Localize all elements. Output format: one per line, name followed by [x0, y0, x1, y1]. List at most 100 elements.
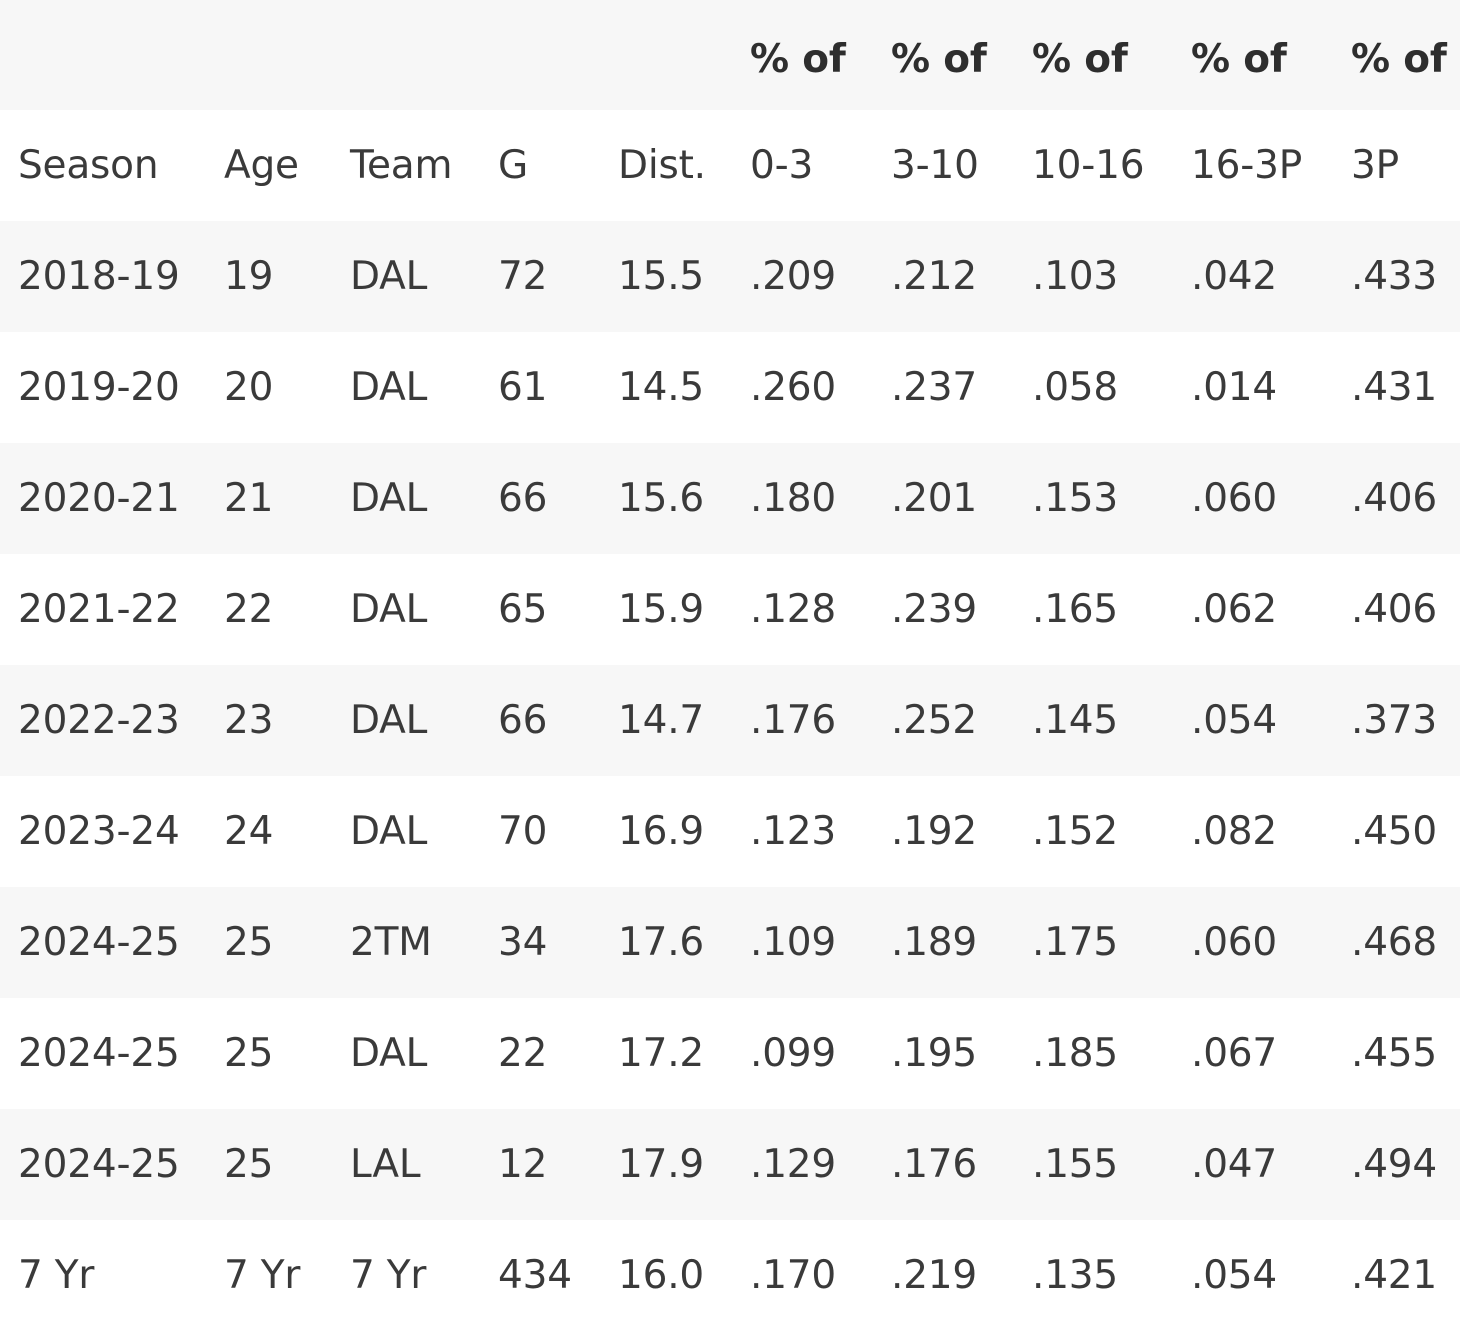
games-cell: 22 — [498, 1031, 548, 1076]
season-cell[interactable]: 2023-24 — [18, 809, 180, 854]
age-cell: 7 Yr — [224, 1253, 301, 1298]
distance-cell: 14.7 — [618, 698, 705, 743]
pct-10-16-cell: .185 — [1032, 1031, 1119, 1076]
pct-10-16-cell: .153 — [1032, 476, 1119, 521]
pct-0-3-cell: .170 — [750, 1253, 837, 1298]
season-cell[interactable]: 2024-25 — [18, 1031, 180, 1076]
column-header-pct-3p[interactable]: 3P — [1351, 143, 1399, 188]
table-row: 2020-21 21 DAL 66 15.6 .180 .201 .153 .060 .406 — [0, 443, 1460, 554]
pct-3p-cell: .406 — [1351, 587, 1438, 632]
team-cell[interactable]: DAL — [350, 1031, 428, 1076]
pct-3p-cell: .373 — [1351, 698, 1438, 743]
age-cell: 21 — [224, 476, 274, 521]
pct-16-3p-cell: .060 — [1191, 476, 1278, 521]
games-cell: 70 — [498, 809, 548, 854]
team-cell[interactable]: DAL — [350, 476, 428, 521]
pct-16-3p-cell: .042 — [1191, 254, 1278, 299]
pct-16-3p-cell: .060 — [1191, 920, 1278, 965]
pct-3-10-cell: .252 — [891, 698, 978, 743]
team-cell[interactable]: LAL — [350, 1142, 421, 1187]
table-row: 2019-20 20 DAL 61 14.5 .260 .237 .058 .014 .431 — [0, 332, 1460, 443]
pct-3p-cell: .421 — [1351, 1253, 1438, 1298]
pct-3-10-cell: .239 — [891, 587, 978, 632]
column-header-pct-0-3[interactable]: 0-3 — [750, 143, 814, 188]
season-cell[interactable]: 2022-23 — [18, 698, 180, 743]
table-row: 2024-25 25 2TM 34 17.6 .109 .189 .175 .060 .468 — [0, 887, 1460, 998]
pct-16-3p-cell: .054 — [1191, 698, 1278, 743]
pct-0-3-cell: .260 — [750, 365, 837, 410]
column-header-age[interactable]: Age — [224, 143, 299, 188]
games-cell: 34 — [498, 920, 548, 965]
pct-10-16-cell: .175 — [1032, 920, 1119, 965]
team-cell[interactable]: DAL — [350, 365, 428, 410]
age-cell: 20 — [224, 365, 274, 410]
pct-0-3-cell: .176 — [750, 698, 837, 743]
pct-3-10-cell: .176 — [891, 1142, 978, 1187]
column-header-pct-16-3p[interactable]: 16-3P — [1191, 143, 1303, 188]
games-cell: 66 — [498, 698, 548, 743]
pct-10-16-cell: .135 — [1032, 1253, 1119, 1298]
season-cell[interactable]: 2021-22 — [18, 587, 180, 632]
season-cell[interactable]: 2020-21 — [18, 476, 180, 521]
pct-16-3p-cell: .047 — [1191, 1142, 1278, 1187]
games-cell: 12 — [498, 1142, 548, 1187]
pct-3-10-cell: .237 — [891, 365, 978, 410]
pct-3-10-cell: .189 — [891, 920, 978, 965]
pct-3p-cell: .433 — [1351, 254, 1438, 299]
season-cell[interactable]: 2024-25 — [18, 1142, 180, 1187]
pct-3p-cell: .494 — [1351, 1142, 1438, 1187]
pct-16-3p-cell: .062 — [1191, 587, 1278, 632]
distance-cell: 17.2 — [618, 1031, 705, 1076]
group-header-cell: % of — [1032, 37, 1128, 82]
games-cell: 65 — [498, 587, 548, 632]
column-header-distance[interactable]: Dist. — [618, 143, 706, 188]
table-row: 2018-19 19 DAL 72 15.5 .209 .212 .103 .042 .433 — [0, 221, 1460, 332]
games-cell: 61 — [498, 365, 548, 410]
pct-16-3p-cell: .014 — [1191, 365, 1278, 410]
pct-3-10-cell: .219 — [891, 1253, 978, 1298]
team-cell[interactable]: DAL — [350, 809, 428, 854]
pct-0-3-cell: .109 — [750, 920, 837, 965]
pct-10-16-cell: .145 — [1032, 698, 1119, 743]
team-cell[interactable]: 2TM — [350, 920, 432, 965]
group-header-cell: % of — [1351, 37, 1447, 82]
pct-10-16-cell: .152 — [1032, 809, 1119, 854]
games-cell: 434 — [498, 1253, 572, 1298]
column-header-pct-3-10[interactable]: 3-10 — [891, 143, 979, 188]
pct-0-3-cell: .123 — [750, 809, 837, 854]
distance-cell: 17.9 — [618, 1142, 705, 1187]
pct-3-10-cell: .212 — [891, 254, 978, 299]
pct-10-16-cell: .165 — [1032, 587, 1119, 632]
table-row: 2023-24 24 DAL 70 16.9 .123 .192 .152 .082 .450 — [0, 776, 1460, 887]
team-cell[interactable]: DAL — [350, 587, 428, 632]
distance-cell: 14.5 — [618, 365, 705, 410]
team-cell[interactable]: DAL — [350, 254, 428, 299]
table-row: 2024-25 25 LAL 12 17.9 .129 .176 .155 .047 .494 — [0, 1109, 1460, 1220]
distance-cell: 16.0 — [618, 1253, 705, 1298]
age-cell: 24 — [224, 809, 274, 854]
pct-0-3-cell: .099 — [750, 1031, 837, 1076]
games-cell: 66 — [498, 476, 548, 521]
column-header-pct-10-16[interactable]: 10-16 — [1032, 143, 1145, 188]
pct-3-10-cell: .201 — [891, 476, 978, 521]
pct-16-3p-cell: .054 — [1191, 1253, 1278, 1298]
distance-cell: 15.6 — [618, 476, 705, 521]
column-group-header-row: % of % of % of % of % of — [0, 0, 1460, 110]
team-cell[interactable]: DAL — [350, 698, 428, 743]
column-header-team[interactable]: Team — [350, 143, 453, 188]
group-header-cell: % of — [750, 37, 846, 82]
season-cell: 7 Yr — [18, 1253, 95, 1298]
distance-cell: 15.5 — [618, 254, 705, 299]
season-cell[interactable]: 2018-19 — [18, 254, 180, 299]
column-header-games[interactable]: G — [498, 143, 529, 188]
pct-10-16-cell: .103 — [1032, 254, 1119, 299]
column-header-season[interactable]: Season — [18, 143, 159, 188]
group-header-cell: % of — [1191, 37, 1287, 82]
age-cell: 22 — [224, 587, 274, 632]
season-cell[interactable]: 2019-20 — [18, 365, 180, 410]
season-cell[interactable]: 2024-25 — [18, 920, 180, 965]
pct-0-3-cell: .128 — [750, 587, 837, 632]
age-cell: 25 — [224, 1142, 274, 1187]
table-row: 2021-22 22 DAL 65 15.9 .128 .239 .165 .062 .406 — [0, 554, 1460, 665]
